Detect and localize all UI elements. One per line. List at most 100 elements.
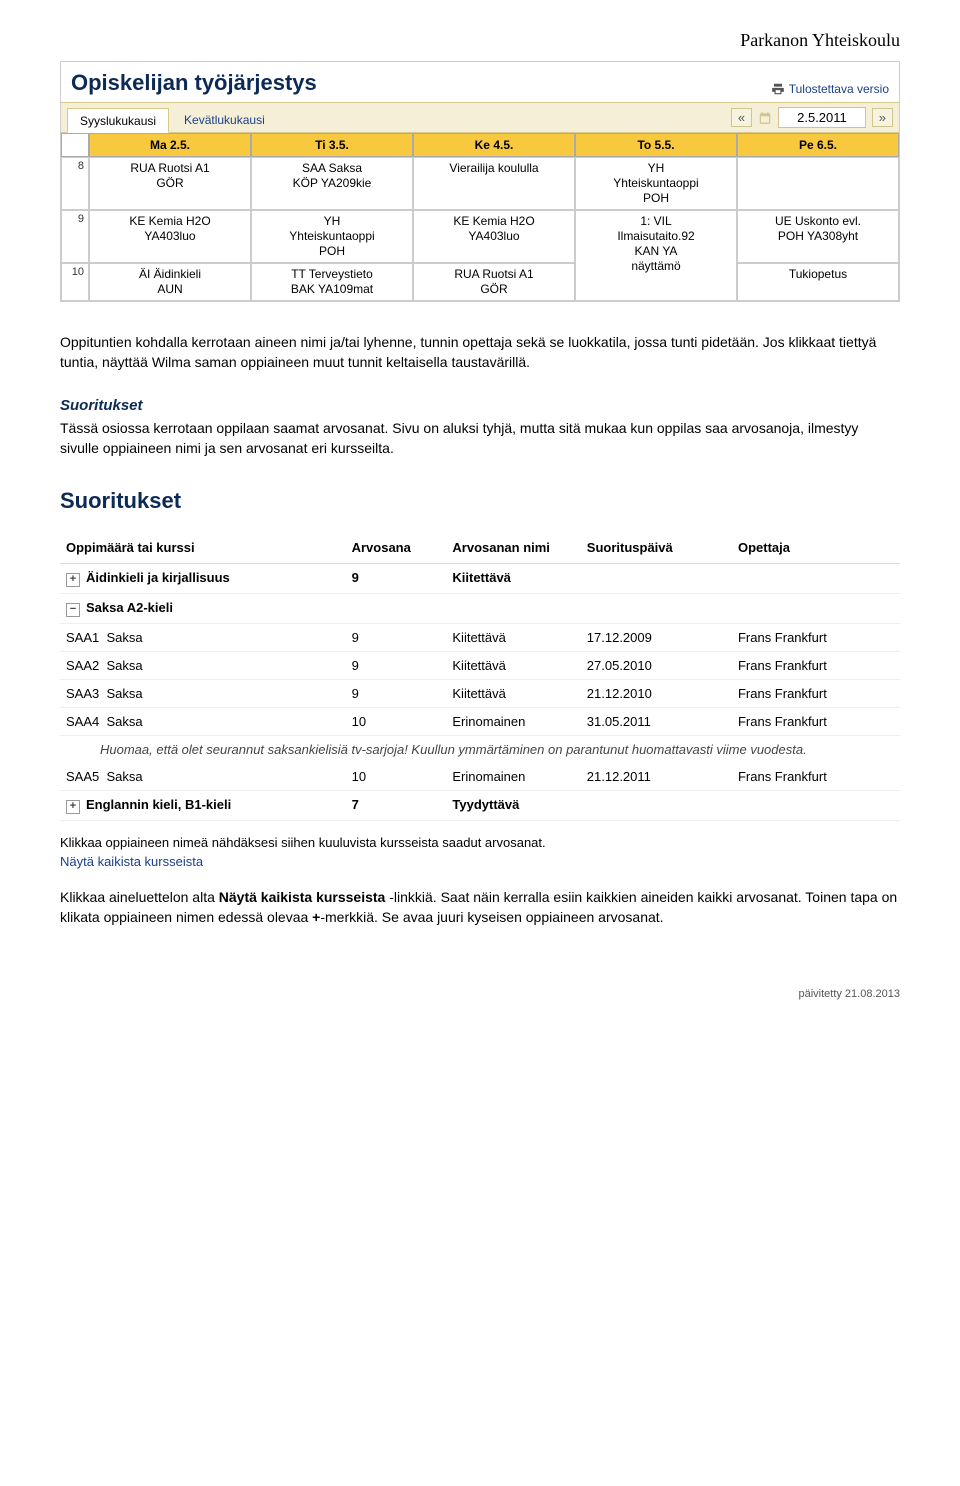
course-row[interactable]: SAA3 Saksa 9 Kiitettävä 21.12.2010 Frans… <box>60 680 900 708</box>
calendar-icon[interactable] <box>758 111 772 125</box>
grades-table: Oppimäärä tai kurssi Arvosana Arvosanan … <box>60 532 900 821</box>
lesson-cell[interactable]: TT Terveystieto BAK YA109mat <box>251 263 413 301</box>
grid-corner <box>61 133 89 157</box>
lesson-cell[interactable]: YH Yhteiskuntaoppi POH <box>575 157 737 210</box>
grade-date: 21.12.2010 <box>581 680 732 708</box>
lesson-cell[interactable]: UE Uskonto evl. POH YA308yht <box>737 210 899 263</box>
page-footer: päivitetty 21.08.2013 <box>60 988 900 1000</box>
prev-week-button[interactable]: « <box>731 108 752 127</box>
grade-name: Erinomainen <box>446 763 580 791</box>
day-head-mon: Ma 2.5. <box>89 133 251 157</box>
tab-autumn[interactable]: Syyslukukausi <box>67 108 169 133</box>
print-link-label: Tulostettava versio <box>789 82 889 96</box>
grades-hint: Klikkaa oppiaineen nimeä nähdäksesi siih… <box>60 835 900 850</box>
course-name: Saksa <box>106 658 142 673</box>
grade-value: 7 <box>346 791 447 821</box>
grade-teacher: Frans Frankfurt <box>732 624 900 652</box>
lesson-cell[interactable]: KE Kemia H2O YA403luo <box>89 210 251 263</box>
text-bold: Näytä kaikista kursseista <box>219 889 386 905</box>
printer-icon <box>771 82 785 96</box>
grade-value: 9 <box>346 652 447 680</box>
paragraph-2: Tässä osiossa kerrotaan oppilaan saamat … <box>60 418 900 459</box>
hour-8: 8 <box>61 157 89 210</box>
teacher-note: Huomaa, että olet seurannut saksankielis… <box>60 736 900 764</box>
subject-row[interactable]: −Saksa A2-kieli <box>60 594 900 624</box>
lesson-cell[interactable]: KE Kemia H2O YA403luo <box>413 210 575 263</box>
date-display[interactable]: 2.5.2011 <box>778 107 866 128</box>
collapse-icon[interactable]: − <box>66 603 80 617</box>
show-all-courses-link[interactable]: Näytä kaikista kursseista <box>60 854 900 869</box>
subject-name: Englannin kieli, B1-kieli <box>86 797 231 812</box>
grade-date: 17.12.2009 <box>581 624 732 652</box>
day-head-tue: Ti 3.5. <box>251 133 413 157</box>
grade-date: 21.12.2011 <box>581 763 732 791</box>
grade-teacher: Frans Frankfurt <box>732 680 900 708</box>
course-name: Saksa <box>106 686 142 701</box>
grade-date: 31.05.2011 <box>581 708 732 736</box>
subject-name: Saksa A2-kieli <box>86 600 173 615</box>
lesson-cell[interactable]: RUA Ruotsi A1 GÖR <box>89 157 251 210</box>
course-row[interactable]: SAA4 Saksa 10 Erinomainen 31.05.2011 Fra… <box>60 708 900 736</box>
subject-row[interactable]: + Englannin kieli, B1-kieli 7 Tyydyttävä <box>60 791 900 821</box>
col-teacher: Opettaja <box>732 532 900 564</box>
grade-name: Kiitettävä <box>446 680 580 708</box>
day-head-thu: To 5.5. <box>575 133 737 157</box>
course-name: Saksa <box>106 769 142 784</box>
lesson-cell[interactable]: YH Yhteiskuntaoppi POH <box>251 210 413 263</box>
course-row[interactable]: SAA2 Saksa 9 Kiitettävä 27.05.2010 Frans… <box>60 652 900 680</box>
day-head-wed: Ke 4.5. <box>413 133 575 157</box>
col-course: Oppimäärä tai kurssi <box>60 532 346 564</box>
course-code: SAA4 <box>66 714 99 729</box>
grade-name: Kiitettävä <box>446 652 580 680</box>
paragraph-1: Oppituntien kohdalla kerrotaan aineen ni… <box>60 332 900 373</box>
grade-value: 10 <box>346 708 447 736</box>
grades-panel: Suoritukset Oppimäärä tai kurssi Arvosan… <box>60 488 900 869</box>
grade-value: 10 <box>346 763 447 791</box>
grade-name: Kiitettävä <box>446 564 580 594</box>
grade-value: 9 <box>346 624 447 652</box>
text: Klikkaa aineluettelon alta <box>60 889 219 905</box>
grade-teacher: Frans Frankfurt <box>732 652 900 680</box>
lesson-cell[interactable]: Vierailija koululla <box>413 157 575 210</box>
grade-name: Kiitettävä <box>446 624 580 652</box>
col-date: Suorituspäivä <box>581 532 732 564</box>
hour-10: 10 <box>61 263 89 301</box>
paragraph-3: Klikkaa aineluettelon alta Näytä kaikist… <box>60 887 900 928</box>
course-code: SAA3 <box>66 686 99 701</box>
course-row[interactable]: SAA1 Saksa 9 Kiitettävä 17.12.2009 Frans… <box>60 624 900 652</box>
next-week-button[interactable]: » <box>872 108 893 127</box>
grade-name: Tyydyttävä <box>446 791 580 821</box>
schedule-panel: Opiskelijan työjärjestys Tulostettava ve… <box>60 61 900 302</box>
course-code: SAA1 <box>66 630 99 645</box>
course-name: Saksa <box>106 714 142 729</box>
print-link[interactable]: Tulostettava versio <box>771 82 889 96</box>
lesson-cell[interactable]: ÄI Äidinkieli AUN <box>89 263 251 301</box>
section-heading-suoritukset: Suoritukset <box>60 397 900 414</box>
course-code: SAA2 <box>66 658 99 673</box>
subject-name: Äidinkieli ja kirjallisuus <box>86 570 230 585</box>
text: -merkkiä. Se avaa juuri kyseisen oppiain… <box>320 909 663 925</box>
expand-icon[interactable]: + <box>66 573 80 587</box>
lesson-cell[interactable] <box>737 157 899 210</box>
lesson-cell[interactable]: Tukiopetus <box>737 263 899 301</box>
grade-teacher: Frans Frankfurt <box>732 708 900 736</box>
expand-icon[interactable]: + <box>66 800 80 814</box>
course-row[interactable]: SAA5 Saksa 10 Erinomainen 21.12.2011 Fra… <box>60 763 900 791</box>
course-code: SAA5 <box>66 769 99 784</box>
subject-row[interactable]: + Äidinkieli ja kirjallisuus 9 Kiitettävä <box>60 564 900 594</box>
grade-value: 9 <box>346 680 447 708</box>
school-name: Parkanon Yhteiskoulu <box>60 30 900 51</box>
grade-date: 27.05.2010 <box>581 652 732 680</box>
grade-teacher: Frans Frankfurt <box>732 763 900 791</box>
lesson-cell[interactable]: 1: VIL Ilmaisutaito.92 KAN YA näyttämö <box>575 210 737 301</box>
col-grade-name: Arvosanan nimi <box>446 532 580 564</box>
lesson-cell[interactable]: SAA Saksa KÖP YA209kie <box>251 157 413 210</box>
lesson-cell[interactable]: RUA Ruotsi A1 GÖR <box>413 263 575 301</box>
tab-spring[interactable]: Kevätlukukausi <box>171 107 278 132</box>
grade-value: 9 <box>346 564 447 594</box>
day-head-fri: Pe 6.5. <box>737 133 899 157</box>
grade-name: Erinomainen <box>446 708 580 736</box>
schedule-title: Opiskelijan työjärjestys <box>71 70 317 96</box>
grades-title: Suoritukset <box>60 488 900 514</box>
col-grade: Arvosana <box>346 532 447 564</box>
